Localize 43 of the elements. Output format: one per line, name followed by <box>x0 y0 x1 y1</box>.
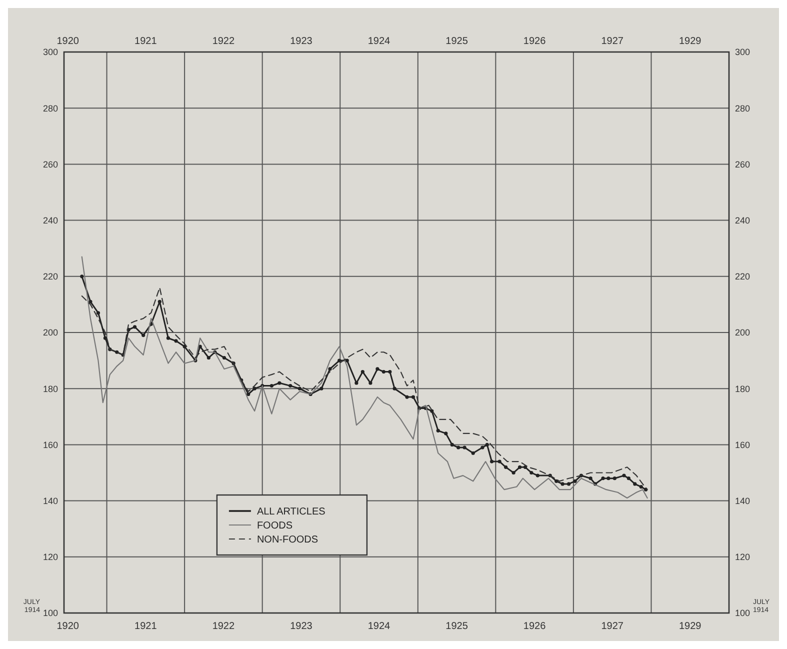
y-tick-label: 300 <box>42 47 58 58</box>
y-tick-label: 160 <box>42 440 58 450</box>
y2-tick-label: 120 <box>735 552 750 562</box>
legend-label: FOODS <box>256 520 293 532</box>
y-tick-label: 120 <box>42 552 58 562</box>
y2-tick-label: 280 <box>735 103 750 114</box>
y2-tick-label: 240 <box>735 215 750 226</box>
y-tick-label: 100 <box>42 608 58 618</box>
x-tick-label: 1925 <box>446 36 468 47</box>
y2-tick-label: 160 <box>735 440 750 450</box>
y-tick-label: 280 <box>42 103 58 114</box>
x2-tick-label: 1924 <box>368 621 391 632</box>
y-tick-label: 220 <box>42 272 58 282</box>
x-tick-label: 1926 <box>523 36 546 47</box>
x-tick-label: 1924 <box>368 36 391 47</box>
y-tick-label: 260 <box>42 159 58 170</box>
x2-tick-label: 1925 <box>446 621 468 632</box>
y2-tick-label: 260 <box>735 159 750 170</box>
x-tick-label: 1923 <box>290 36 313 47</box>
y2-tick-label: 100 <box>735 608 750 618</box>
y2-tick-label: 220 <box>735 272 750 282</box>
y-tick-label: 200 <box>42 328 58 338</box>
legend-label: NON-FOODS <box>256 534 318 546</box>
x2-tick-label: 1927 <box>601 621 624 632</box>
x-tick-label: 1922 <box>212 36 236 47</box>
x2-tick-label: 1926 <box>523 621 546 632</box>
y-tick-label: 180 <box>42 384 58 394</box>
y2-tick-label: 140 <box>735 496 750 506</box>
x2-tick-label: 1921 <box>134 621 158 632</box>
x2-tick-label: 1920 <box>56 621 80 632</box>
y2-tick-label: 200 <box>735 328 750 338</box>
x-tick-label: 1927 <box>601 36 624 47</box>
x2-tick-label: 1929 <box>678 621 702 632</box>
x2-tick-label: 1922 <box>212 621 236 632</box>
x-tick-label: 1920 <box>56 36 80 47</box>
legend-label: ALL ARTICLES <box>256 506 326 518</box>
y-tick-label: 140 <box>42 496 58 506</box>
y2-tick-label: 300 <box>735 47 750 58</box>
x-tick-label: 1929 <box>678 36 702 47</box>
x-tick-label: 1921 <box>134 36 158 47</box>
x2-tick-label: 1923 <box>290 621 313 632</box>
y-tick-label: 240 <box>42 215 58 226</box>
y2-tick-label: 180 <box>735 384 750 394</box>
